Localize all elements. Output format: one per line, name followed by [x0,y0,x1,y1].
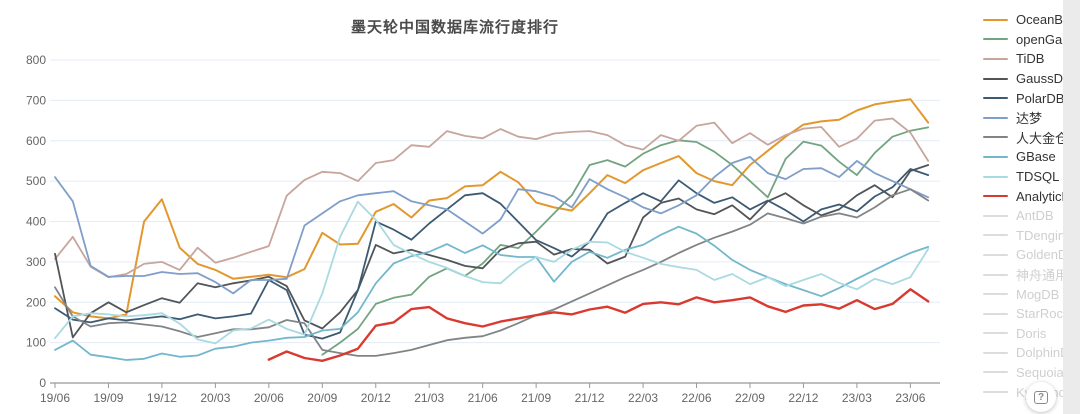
series-line-达梦[interactable] [54,155,930,295]
x-axis-label: 20/09 [307,391,337,405]
legend-swatch-icon [983,155,1008,158]
legend-swatch-icon [983,136,1008,139]
legend-item-DolphinDB[interactable]: DolphinDB [983,343,1078,363]
x-axis-label: 20/03 [200,391,230,405]
y-axis-label-300: 300 [26,255,46,269]
legend-item-达梦[interactable]: 达梦 [983,108,1061,128]
legend-swatch-icon [983,18,1008,21]
x-axis-label: 22/03 [628,391,658,405]
chart-title: 墨天轮中国数据库流行度排行 [350,19,559,36]
legend-item-GaussDB[interactable]: GaussDB [983,69,1072,89]
legend-swatch-icon [983,293,1008,296]
legend-label: TiDB [1016,51,1045,67]
legend-item-人大金仓[interactable]: 人大金仓 [983,128,1068,148]
legend-swatch-icon [983,116,1008,119]
help-icon: ? [1033,390,1049,404]
legend-swatch-icon [983,97,1008,100]
legend-label: TDengine [1016,227,1073,243]
x-axis-label: 22/06 [682,391,712,405]
legend-item-AntDB[interactable]: AntDB [983,206,1061,226]
legend-item-神舟通用[interactable]: 神舟通用 [983,265,1068,285]
y-axis-label-700: 700 [26,93,46,107]
legend-item-OceanBase[interactable]: OceanBase [983,10,1080,30]
legend-swatch-icon [983,38,1008,41]
legend-item-SequoiaDB[interactable]: SequoiaDB [983,363,1080,383]
legend-label: DolphinDB [1016,345,1079,361]
legend-item-AnalyticDB[interactable]: AnalyticDB [983,186,1080,206]
x-axis-label: 21/06 [468,391,498,405]
y-axis-label-500: 500 [26,174,46,188]
page-gutter [1063,0,1080,414]
legend-label: PolarDB [1016,90,1065,106]
legend-label: GoldenDB [1016,247,1076,263]
legend-label: 达梦 [1016,111,1043,127]
legend-item-Doris[interactable]: Doris [983,324,1061,344]
series-line-人大金仓[interactable] [54,188,930,357]
x-axis-label: 22/12 [788,391,818,405]
legend-swatch-icon [983,195,1008,198]
legend-swatch-icon [983,57,1008,60]
x-axis-label: 20/12 [361,391,391,405]
series-line-AnalyticDB[interactable] [267,288,930,362]
legend-item-GoldenDB[interactable]: GoldenDB [983,245,1076,265]
x-axis-label: 21/03 [414,391,444,405]
x-axis-label: 21/09 [521,391,551,405]
x-axis-label: 23/06 [895,391,925,405]
legend-swatch-icon [983,273,1008,276]
series-line-GaussDB[interactable] [54,164,930,339]
legend-swatch-icon [983,351,1008,354]
legend-swatch-icon [983,391,1008,394]
x-axis-label: 19/09 [93,391,123,405]
legend-item-TiDB[interactable]: TiDB [983,49,1061,69]
y-axis-label-100: 100 [26,336,46,350]
legend-item-StarRocks[interactable]: StarRocks [983,304,1076,324]
legend-label: 人大金仓 [1016,130,1069,146]
legend-label: StarRocks [1016,306,1076,322]
legend-item-TDSQL[interactable]: TDSQL [983,167,1061,187]
series-line-GBase[interactable] [54,225,930,361]
legend-label: Doris [1016,325,1047,341]
legend-label: MogDB [1016,286,1060,302]
x-axis-label: 21/12 [575,391,605,405]
x-axis-label: 23/03 [842,391,872,405]
legend-item-PolarDB[interactable]: PolarDB [983,88,1065,108]
y-axis-label-0: 0 [39,376,46,390]
x-axis-label: 22/09 [735,391,765,405]
y-axis-label-800: 800 [26,53,46,67]
y-axis-label-400: 400 [26,215,46,229]
legend-swatch-icon [983,175,1008,178]
series-line-TDSQL[interactable] [54,200,930,345]
legend-label: GBase [1016,149,1056,165]
y-axis-label-600: 600 [26,134,46,148]
legend-swatch-icon [983,371,1008,374]
series-line-PolarDB[interactable] [54,168,930,340]
help-button[interactable]: ? [1026,382,1056,412]
legend-swatch-icon [983,332,1008,335]
legend-swatch-icon [983,312,1008,315]
y-axis-label-200: 200 [26,295,46,309]
legend-swatch-icon [983,234,1008,237]
legend-label: AntDB [1016,208,1054,224]
x-axis-label: 19/12 [147,391,177,405]
series-line-TiDB[interactable] [54,117,930,279]
legend-label: TDSQL [1016,169,1060,185]
legend-item-openGauss[interactable]: openGauss [983,30,1080,50]
legend-swatch-icon [983,214,1008,217]
x-axis-label: 19/06 [40,391,70,405]
series-line-OceanBase[interactable] [54,98,930,320]
legend-item-MogDB[interactable]: MogDB [983,284,1061,304]
legend-item-GBase[interactable]: GBase [983,147,1061,167]
legend-label: GaussDB [1016,71,1072,87]
x-axis-label: 20/06 [254,391,284,405]
legend-swatch-icon [983,77,1008,80]
chart-legend: OceanBase openGauss TiDB GaussDB PolarDB 达梦人大… [983,10,1080,402]
legend-swatch-icon [983,253,1008,256]
series-line-openGauss[interactable] [321,126,930,356]
legend-item-TDengine[interactable]: TDengine [983,226,1072,246]
legend-label: 神舟通用 [1016,268,1069,284]
